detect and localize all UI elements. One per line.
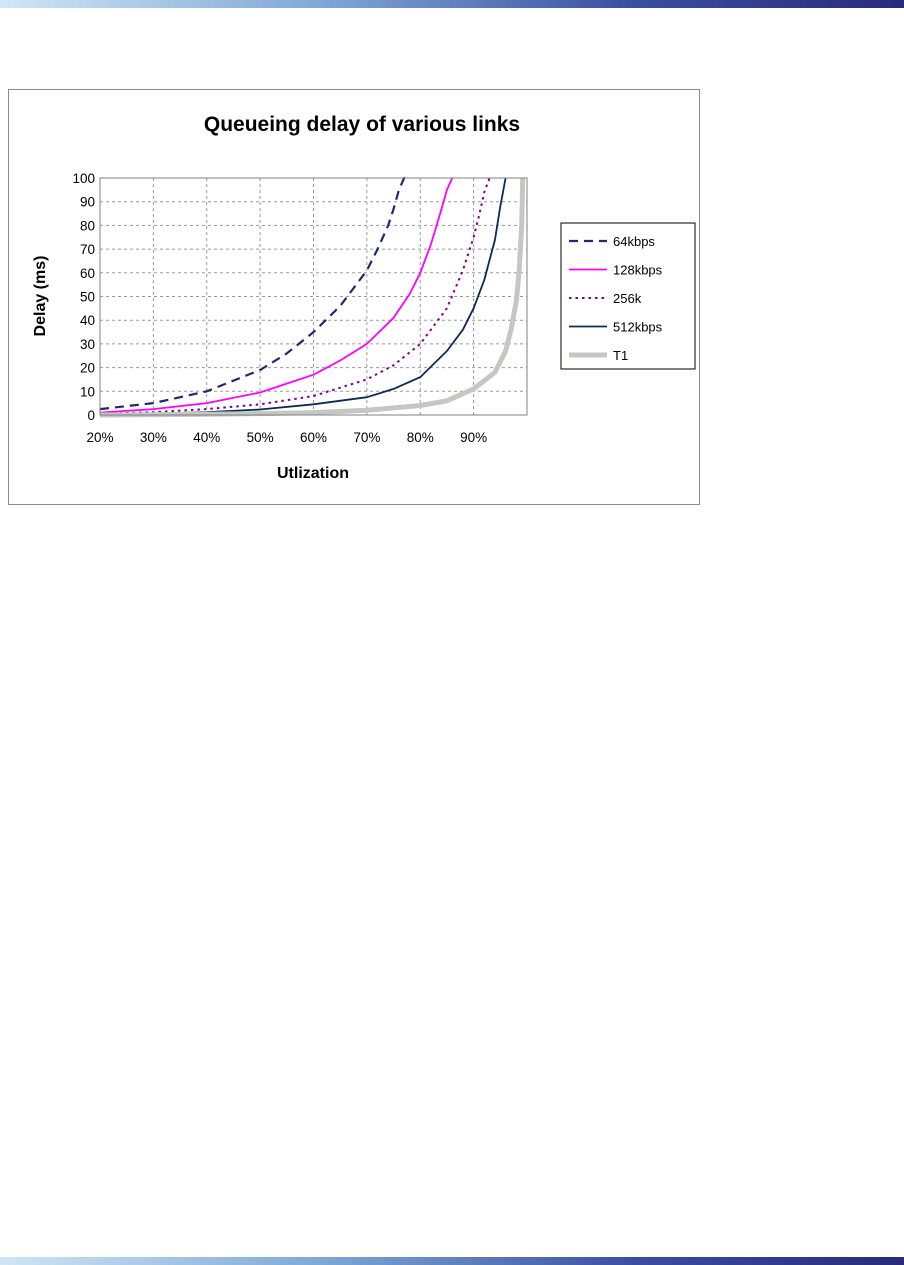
x-tick-label: 60% [300, 430, 327, 445]
top-accent-band [0, 0, 904, 8]
x-tick-label: 50% [247, 430, 274, 445]
legend-label-T1: T1 [613, 348, 628, 363]
legend-label-128kbps: 128kbps [613, 263, 663, 278]
y-tick-label: 70 [80, 242, 95, 257]
x-tick-labels: 20% 30% 40% 50% 60% 70% 80% 90% [86, 430, 487, 445]
y-tick-label: 90 [80, 195, 95, 210]
x-axis-title: Utlization [277, 465, 349, 482]
y-axis-title: Delay (ms) [32, 256, 49, 337]
legend-label-64kbps: 64kbps [613, 234, 655, 249]
plot-border [99, 177, 528, 416]
legend: 64kbps 128kbps 256k 512kbps T1 [560, 222, 696, 370]
y-tick-label: 100 [72, 171, 95, 186]
y-tick-label: 20 [80, 361, 95, 376]
y-tick-label: 50 [80, 290, 95, 305]
chart-frame: Queueing delay of various links 0 10 20 30 4… [8, 89, 700, 505]
y-tick-label: 60 [80, 266, 95, 281]
x-tick-label: 30% [140, 430, 167, 445]
legend-label-256k: 256k [613, 291, 642, 306]
chart-title: Queueing delay of various links [204, 113, 520, 136]
legend-box [560, 222, 696, 370]
x-tick-label: 90% [460, 430, 487, 445]
x-tick-label: 80% [407, 430, 434, 445]
y-tick-label: 40 [80, 313, 95, 328]
y-tick-label: 80 [80, 218, 95, 233]
series-line-T1 [99, 177, 526, 418]
y-tick-label: 0 [87, 408, 95, 423]
series-layer [99, 176, 526, 418]
series-line-128kbps [99, 177, 454, 414]
legend-label-512kbps: 512kbps [613, 320, 663, 335]
series-line-64kbps [99, 176, 410, 411]
queueing-delay-chart: Queueing delay of various links 0 10 20 30 4… [32, 113, 696, 482]
bottom-accent-band [0, 1257, 904, 1265]
grid-lines [100, 178, 527, 415]
x-tick-label: 40% [193, 430, 220, 445]
y-tick-labels: 0 10 20 30 40 50 60 70 80 90 100 [72, 171, 95, 423]
y-tick-label: 30 [80, 337, 95, 352]
x-tick-label: 70% [353, 430, 380, 445]
x-tick-label: 20% [86, 430, 113, 445]
series-line-512kbps [99, 177, 507, 416]
y-tick-label: 10 [80, 384, 95, 399]
